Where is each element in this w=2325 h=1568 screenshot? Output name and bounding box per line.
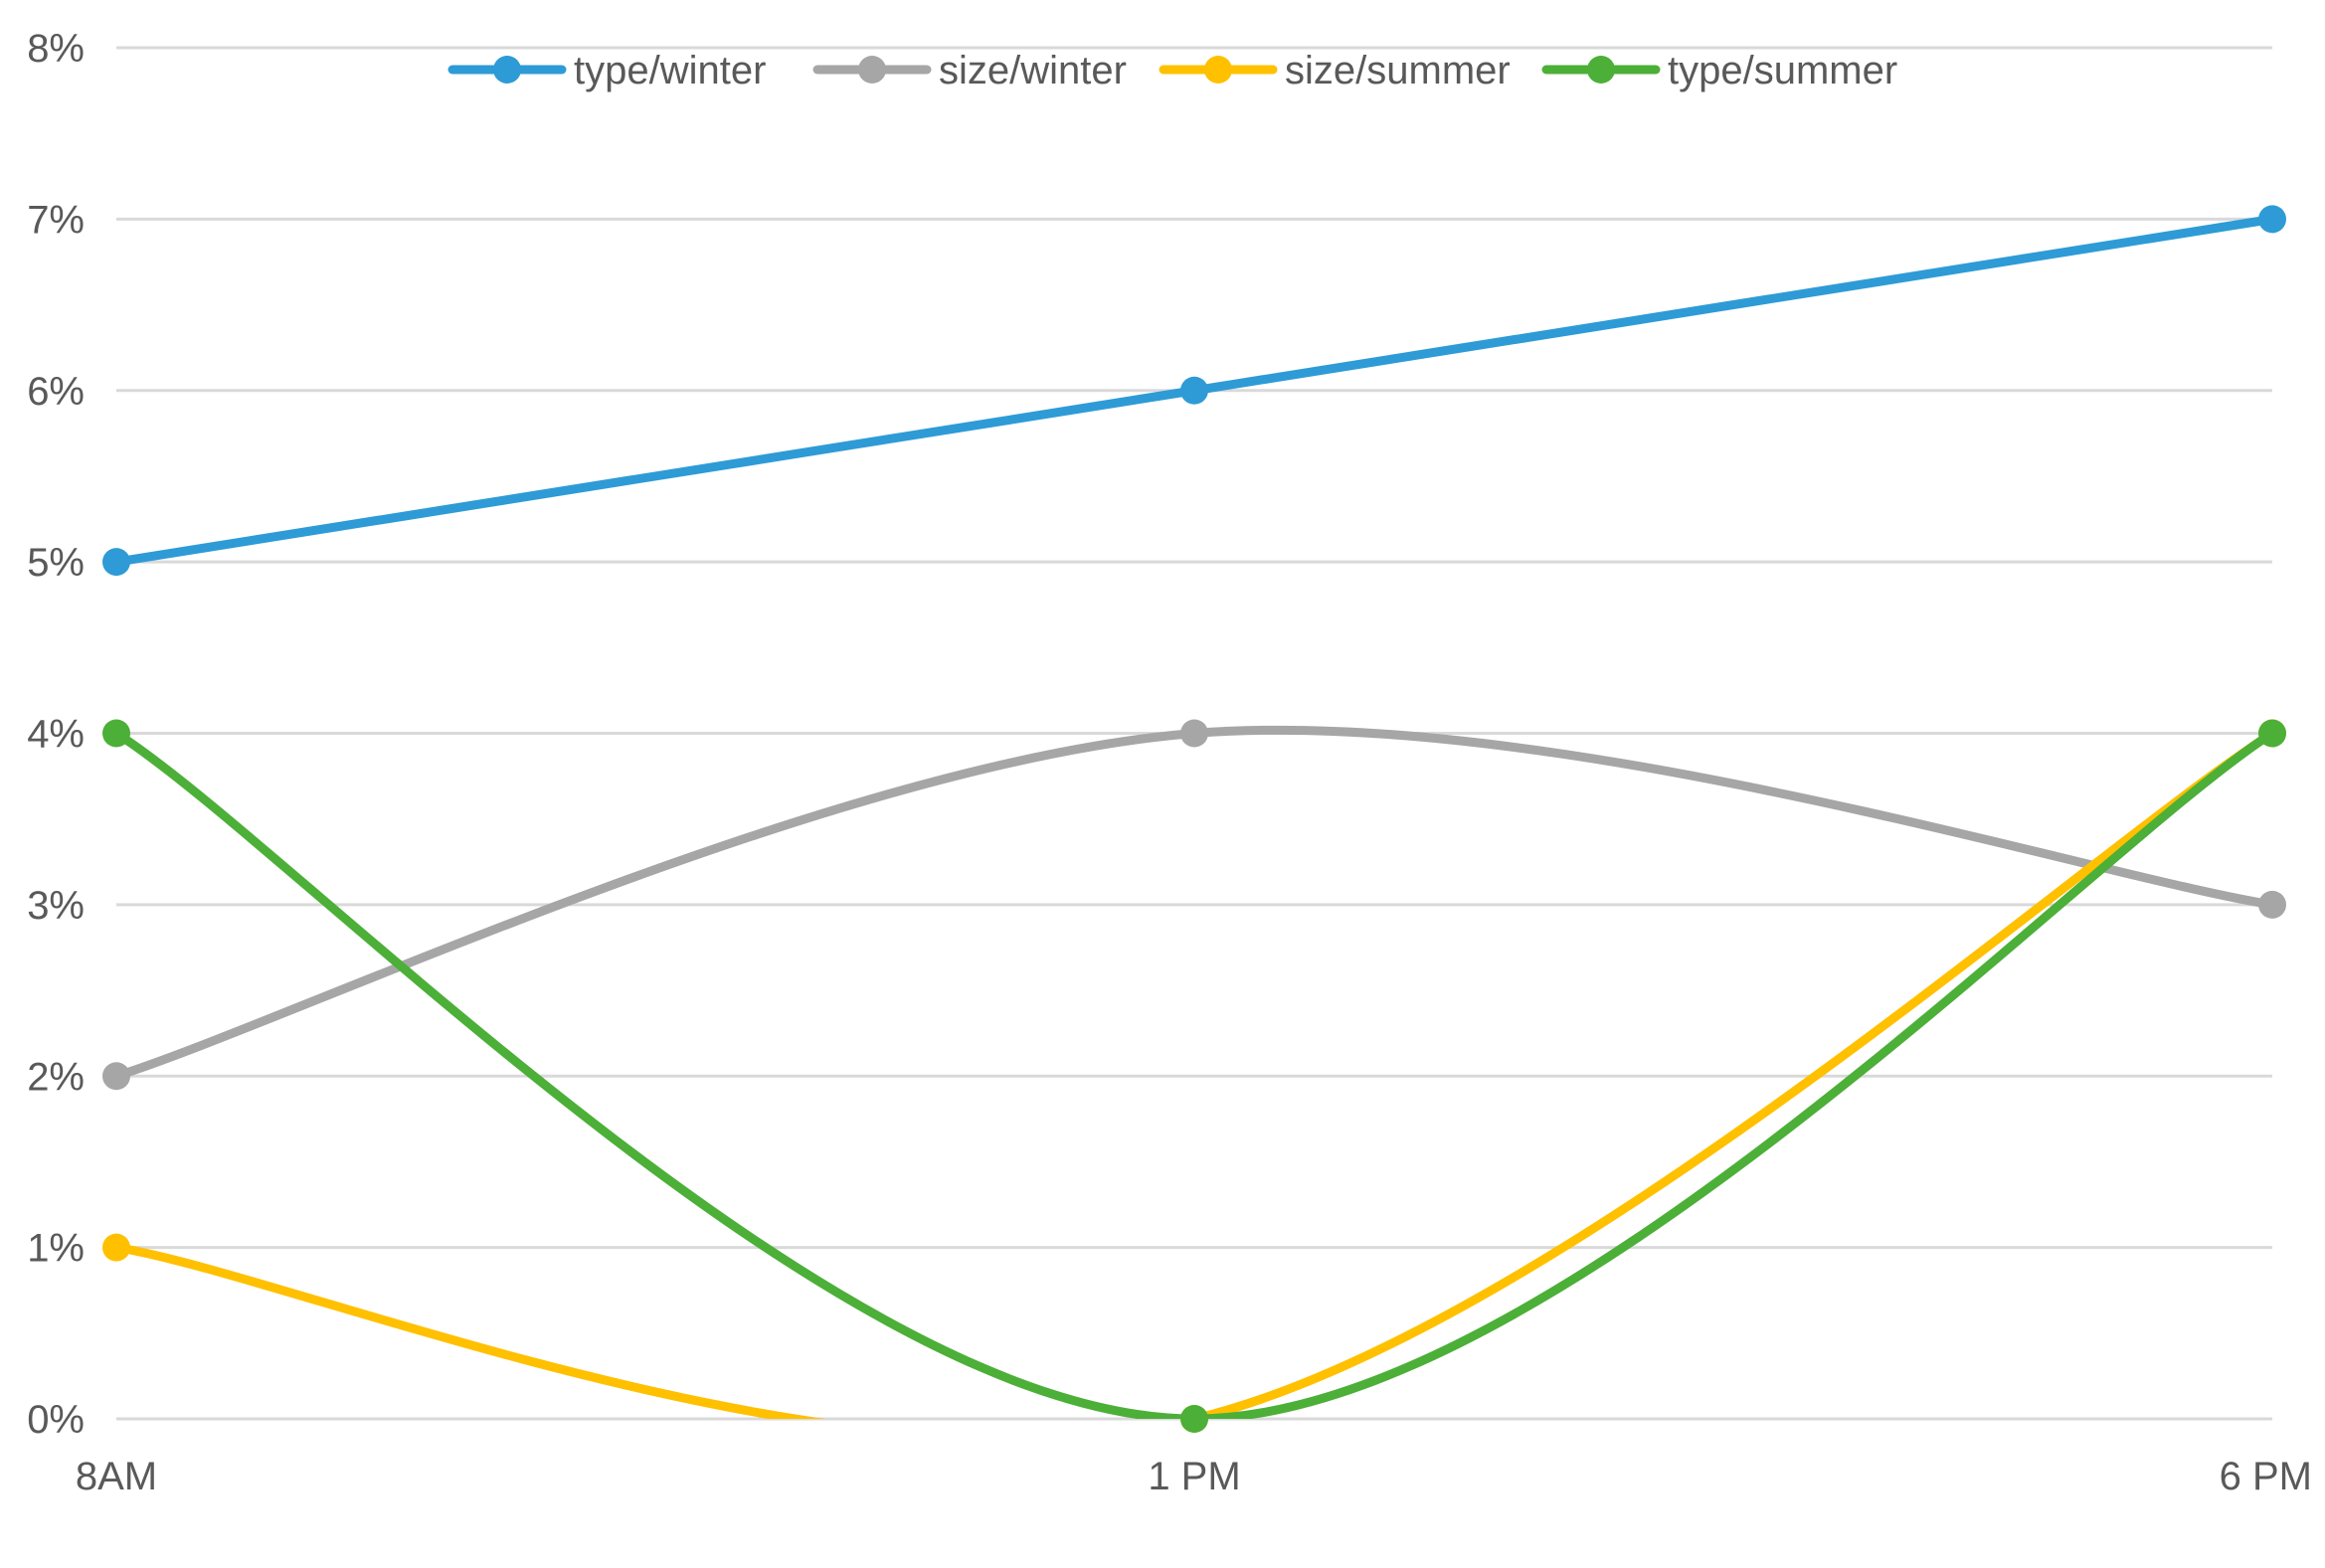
- series-size-winter: [102, 719, 2286, 1091]
- y-tick-label: 8%: [27, 27, 85, 71]
- legend-marker: [1587, 56, 1615, 84]
- y-tick-label: 2%: [27, 1055, 85, 1099]
- y-tick-label: 7%: [27, 198, 85, 242]
- y-tick-label: 1%: [27, 1227, 85, 1271]
- legend-marker: [858, 56, 886, 84]
- legend-item: type/winter: [447, 49, 766, 92]
- data-point: [102, 719, 130, 748]
- legend-label: size/summer: [1285, 49, 1511, 92]
- legend-label: type/summer: [1668, 49, 1897, 92]
- data-point: [1180, 1405, 1208, 1433]
- y-tick-label: 5%: [27, 541, 85, 585]
- y-axis: 0% 1% 2% 3% 4% 5% 6% 7% 8%: [27, 27, 85, 1442]
- y-tick-label: 0%: [27, 1398, 85, 1442]
- series-line: [111, 725, 2277, 1081]
- data-point: [2258, 890, 2286, 919]
- legend-marker: [1204, 56, 1232, 84]
- legend: type/winter size/winter size/summer type/su…: [447, 49, 1897, 92]
- legend-item: size/summer: [1159, 49, 1511, 92]
- data-point: [2258, 719, 2286, 748]
- x-tick-label: 6 PM: [2220, 1455, 2312, 1498]
- legend-item: size/winter: [812, 49, 1127, 92]
- x-tick-label: 1 PM: [1148, 1455, 1240, 1498]
- data-point: [102, 1233, 130, 1262]
- legend-label: size/winter: [939, 49, 1127, 92]
- x-tick-label: 8AM: [76, 1455, 157, 1498]
- series-group: [102, 205, 2286, 1433]
- data-point: [102, 548, 130, 577]
- y-tick-label: 4%: [27, 713, 85, 757]
- series-size-summer: [102, 719, 2286, 1433]
- data-point: [2258, 205, 2286, 234]
- y-tick-label: 3%: [27, 884, 85, 928]
- series-type-summer: [102, 719, 2286, 1433]
- data-point: [102, 1062, 130, 1091]
- data-point: [1180, 719, 1208, 748]
- legend-item: type/summer: [1541, 49, 1897, 92]
- series-line: [111, 729, 2277, 1419]
- legend-marker: [493, 56, 521, 84]
- data-point: [1180, 376, 1208, 405]
- series-type-winter: [102, 205, 2286, 577]
- y-tick-label: 6%: [27, 370, 85, 414]
- legend-label: type/winter: [574, 49, 766, 92]
- x-axis: 8AM 1 PM 6 PM: [76, 1455, 2312, 1498]
- series-line: [111, 729, 2277, 1419]
